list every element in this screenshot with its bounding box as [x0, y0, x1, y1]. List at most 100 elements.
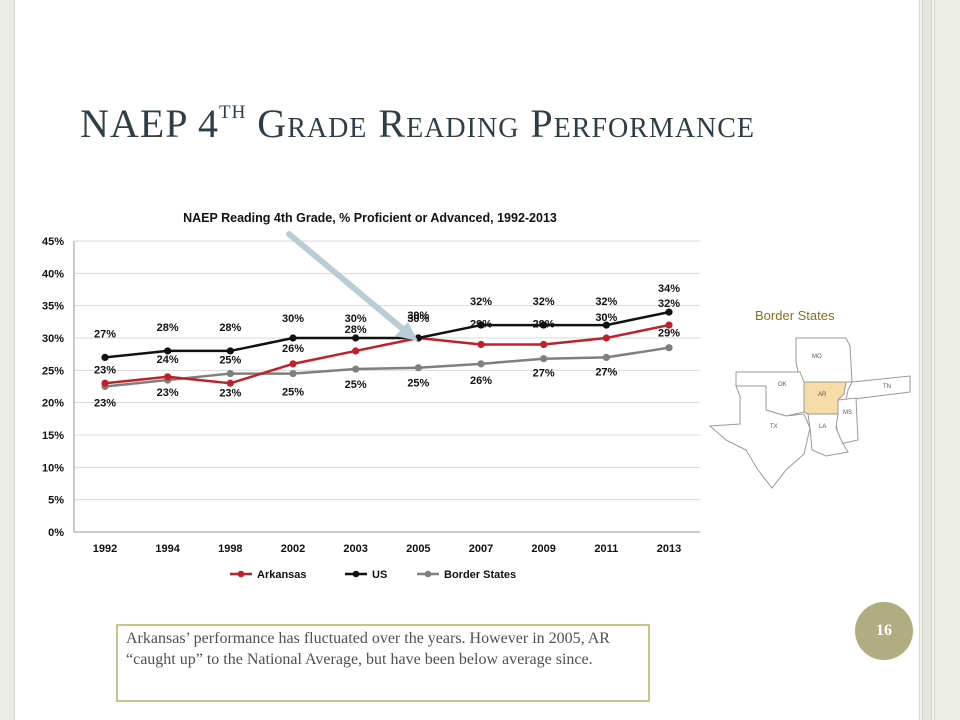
state-tx	[708, 385, 811, 489]
data-point-us	[602, 321, 610, 329]
chart-legend: Arkansas US Border States	[230, 569, 516, 581]
data-label-arkansas: 28%	[345, 324, 367, 336]
series-line-arkansas	[104, 323, 670, 385]
legend-marker	[352, 570, 360, 578]
data-label-arkansas: 29%	[470, 318, 492, 330]
data-label-border-states: 23%	[219, 388, 241, 400]
data-label-border-states: 25%	[282, 387, 304, 399]
page-number-badge: 16	[855, 602, 913, 660]
data-label-us: 28%	[219, 322, 241, 334]
right-edge-stripe	[922, 0, 932, 720]
state-ar-highlight	[803, 381, 847, 415]
title-part: NAEP 4	[80, 101, 219, 146]
y-tick-label: 25%	[42, 365, 64, 377]
x-tick-label: 1998	[218, 543, 242, 555]
title-part: P	[519, 101, 554, 146]
title-part: EADING	[406, 113, 520, 144]
data-label-arkansas: 29%	[533, 318, 555, 330]
y-tick-label: 35%	[42, 301, 64, 313]
data-point-border-states	[289, 369, 297, 378]
state-label-ms: MS	[843, 410, 852, 416]
data-point-arkansas	[665, 321, 673, 329]
state-label-la: LA	[819, 424, 826, 430]
slide-title: NAEP 4TH GRADE READING PERFORMANCE	[80, 100, 755, 147]
data-point-border-states	[352, 365, 360, 373]
y-tick-label: 40%	[42, 268, 64, 280]
data-point-us	[352, 334, 360, 342]
y-tick-label: 45%	[42, 236, 64, 248]
data-point-arkansas	[164, 373, 172, 381]
state-label-tn: TN	[883, 384, 891, 390]
chart-series	[101, 308, 673, 391]
state-labels: MO OK AR TN TX LA MS	[770, 354, 891, 430]
data-label-border-states: 25%	[345, 379, 367, 391]
data-point-border-states	[602, 353, 610, 361]
data-label-arkansas: 26%	[282, 343, 304, 355]
state-label-ok: OK	[778, 382, 787, 388]
x-tick-label: 2013	[657, 543, 681, 555]
x-tick-label: 1992	[93, 543, 117, 555]
legend-label: Arkansas	[257, 569, 307, 581]
y-tick-label: 5%	[48, 495, 64, 507]
state-label-ar: AR	[818, 392, 827, 398]
data-point-border-states	[477, 360, 485, 368]
chart-axes: 0% 5% 10% 15% 20% 25% 30% 35% 40% 45% 1992 1994 1998…	[42, 236, 700, 555]
legend-marker	[237, 570, 245, 578]
data-label-us: 32%	[595, 296, 617, 308]
x-tick-label: 1994	[155, 543, 180, 555]
y-tick-label: 30%	[42, 333, 64, 345]
data-point-us	[101, 353, 109, 361]
left-edge-stripe	[0, 0, 14, 720]
map-title: Border States	[755, 308, 835, 323]
data-point-border-states	[540, 355, 548, 363]
data-point-arkansas	[101, 379, 109, 387]
data-point-us	[665, 308, 673, 316]
data-point-arkansas	[602, 334, 610, 342]
data-label-arkansas: 32%	[658, 298, 680, 310]
data-label-arkansas: 23%	[94, 364, 116, 376]
x-tick-label: 2003	[343, 543, 367, 555]
chart-title: NAEP Reading 4th Grade, % Proficient or …	[183, 211, 557, 225]
data-point-us	[477, 321, 485, 329]
y-tick-label: 10%	[42, 462, 64, 474]
data-label-us: 30%	[282, 313, 304, 325]
x-tick-label: 2002	[281, 543, 305, 555]
title-part: ERFORMANCE	[553, 113, 756, 144]
data-point-arkansas	[352, 347, 360, 355]
legend-label: Border States	[444, 569, 516, 581]
data-point-border-states	[665, 344, 673, 352]
data-label-border-states: 27%	[533, 368, 555, 380]
data-point-border-states	[226, 369, 234, 378]
data-label-arkansas: 30%	[595, 312, 617, 324]
data-label-arkansas: 25%	[219, 354, 241, 366]
x-tick-label: 2011	[594, 543, 618, 555]
y-tick-label: 15%	[42, 430, 64, 442]
x-tick-label: 2007	[469, 543, 493, 555]
data-point-us	[289, 334, 297, 342]
state-mo	[795, 337, 853, 383]
state-tn	[845, 375, 911, 401]
y-tick-label: 20%	[42, 398, 64, 410]
legend-label: US	[372, 569, 387, 581]
data-point-arkansas	[477, 340, 485, 349]
callout-note: Arkansas’ performance has fluctuated ove…	[116, 624, 650, 702]
data-point-us	[540, 321, 548, 329]
data-label-border-states: 25%	[407, 378, 429, 390]
series-line-us	[104, 310, 670, 359]
data-point-border-states	[414, 364, 422, 372]
data-label-arkansas: 24%	[157, 354, 179, 366]
title-part: G	[246, 101, 288, 146]
state-label-tx: TX	[770, 424, 778, 430]
data-label-us: 30%	[407, 313, 429, 325]
border-states-map: Border States MO OK AR TN TX LA MS	[708, 308, 911, 489]
data-label-us: 30%	[345, 313, 367, 325]
right-margin	[934, 0, 960, 720]
y-tick-label: 0%	[48, 527, 64, 539]
data-label-us: 27%	[94, 328, 116, 340]
state-la	[807, 413, 849, 457]
state-shapes	[708, 337, 911, 489]
state-label-mo: MO	[812, 354, 822, 360]
data-label-us: 32%	[470, 296, 492, 308]
title-part: TH	[218, 102, 247, 123]
